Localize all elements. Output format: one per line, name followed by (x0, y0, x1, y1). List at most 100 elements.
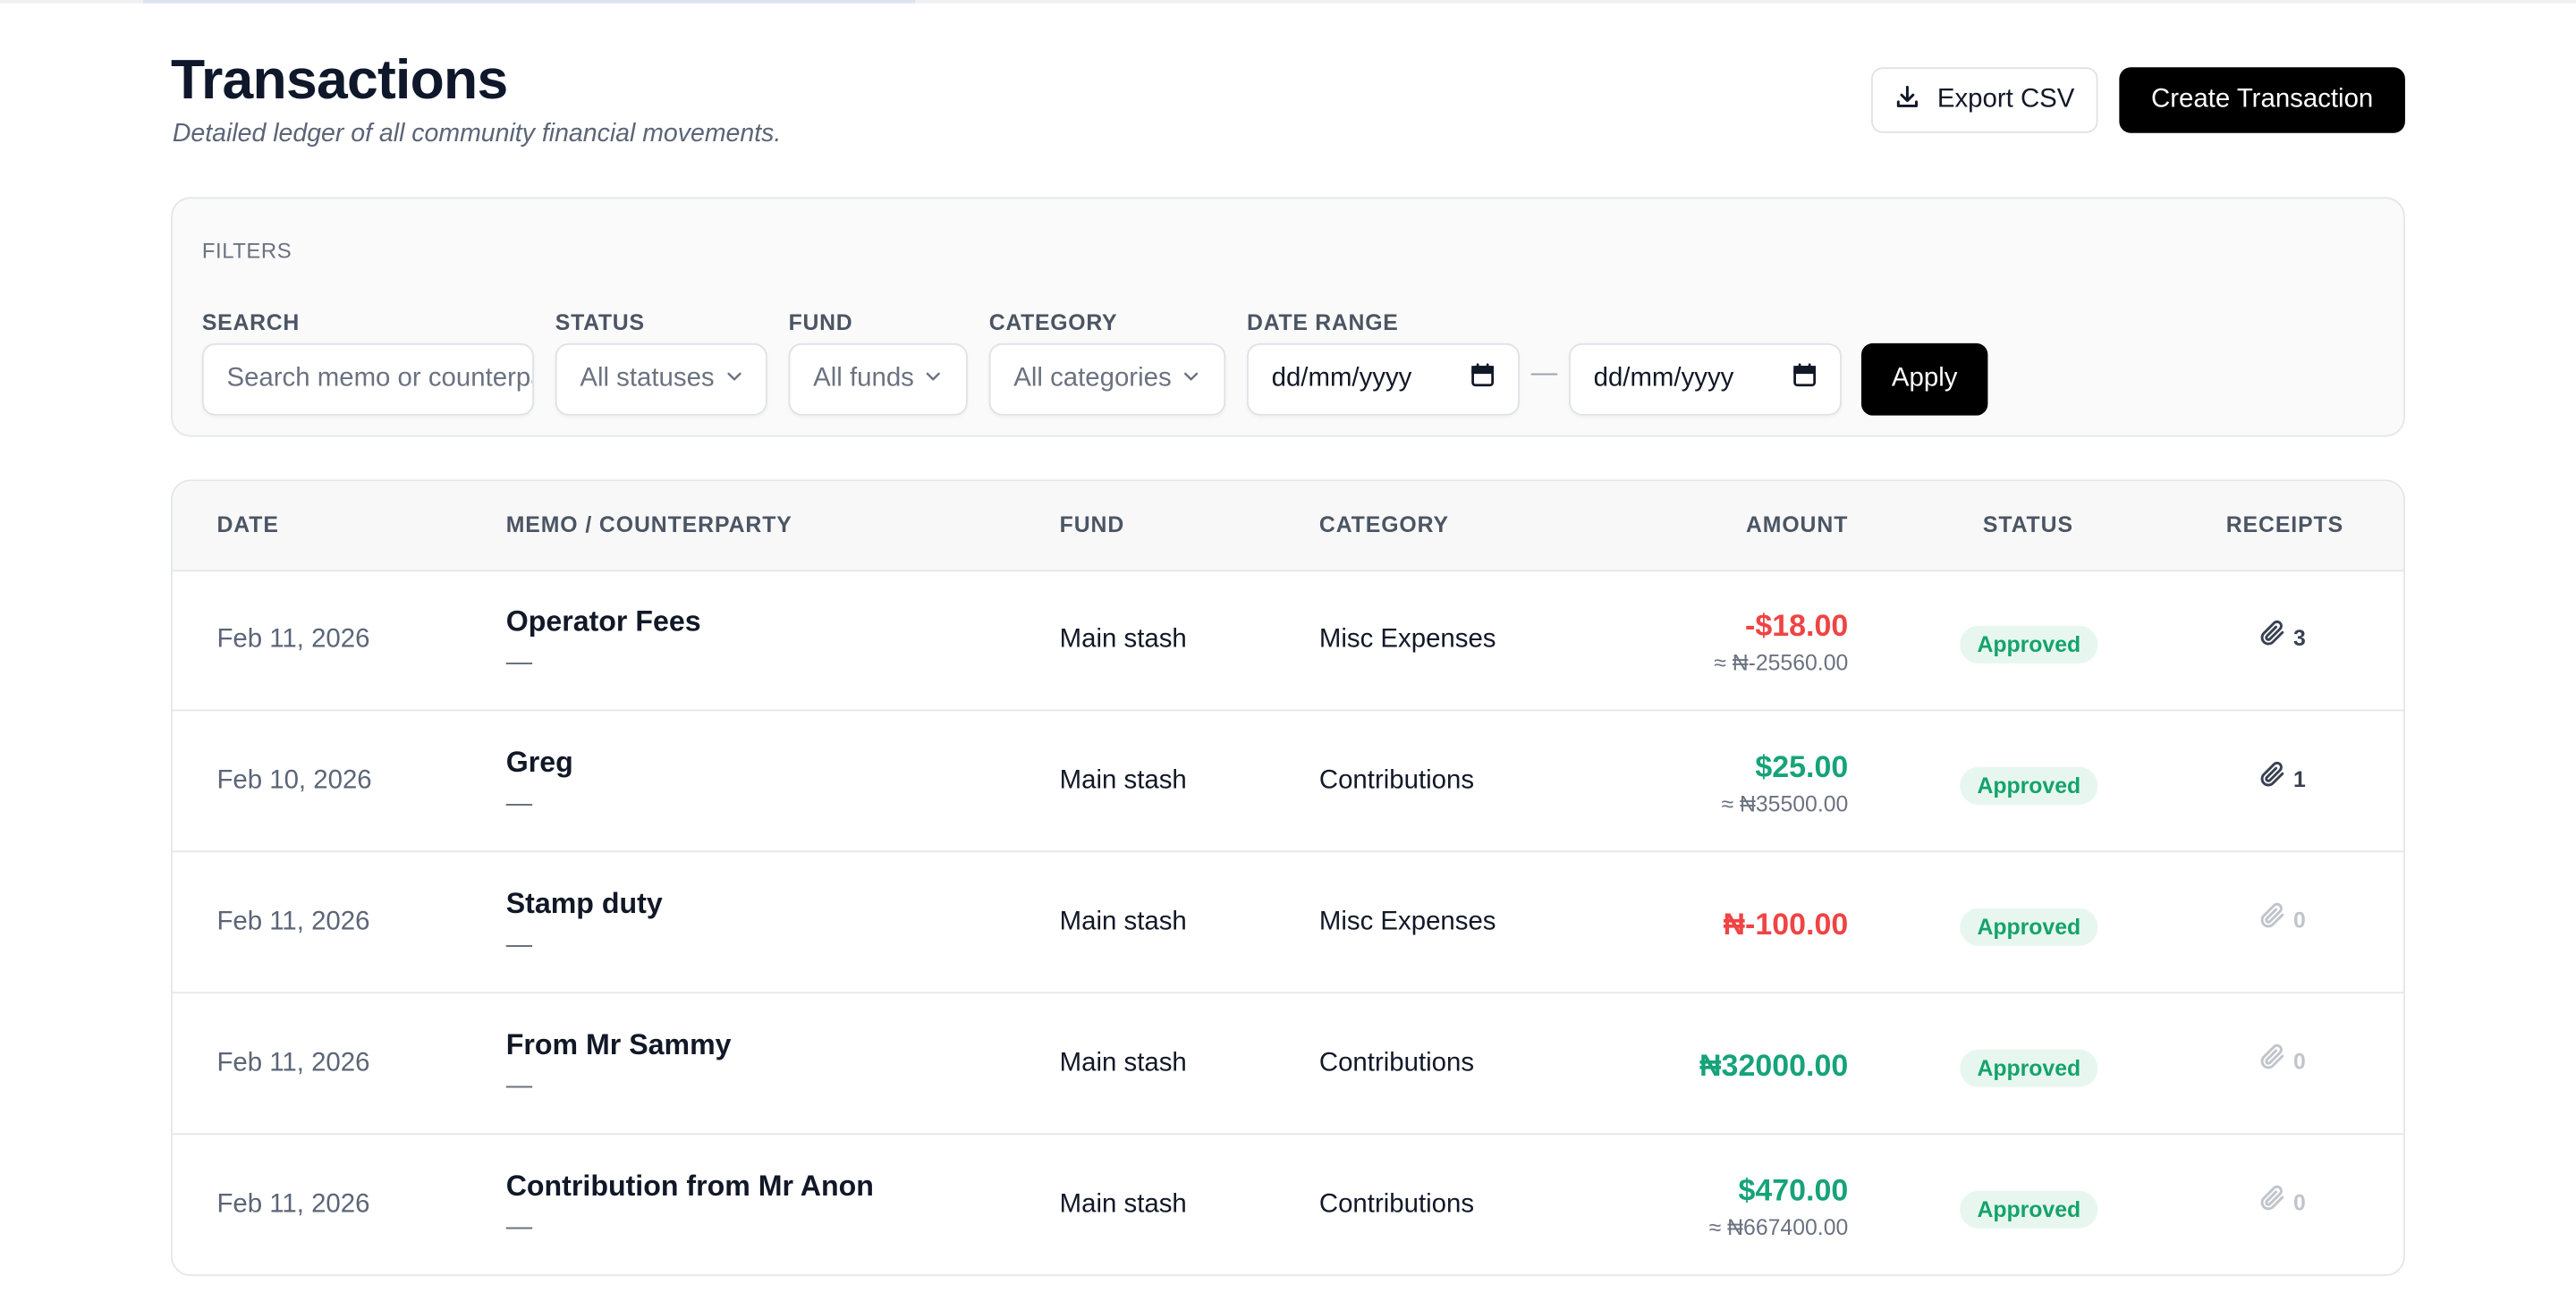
row-counterparty: — (505, 931, 533, 959)
date-to-value: dd/mm/yyyy (1593, 364, 1734, 393)
row-date: Feb 11, 2026 (216, 625, 370, 655)
table-row[interactable]: Feb 11, 2026 From Mr Sammy — Main stash … (172, 993, 2404, 1136)
paperclip-icon (2258, 1184, 2286, 1220)
row-converted-amount: ≈ ₦35500.00 (1721, 791, 1849, 816)
chevron-down-icon (724, 365, 744, 394)
table-row[interactable]: Feb 11, 2026 Contribution from Mr Anon —… (173, 1135, 2403, 1274)
row-amount: ₦32000.00 (1699, 1047, 1849, 1083)
search-field (201, 342, 534, 416)
apply-filters-button[interactable]: Apply (1860, 342, 1988, 416)
column-header-category: CATEGORY (1318, 512, 1449, 537)
category-label: CATEGORY (988, 310, 1118, 335)
fund-select[interactable]: All funds (788, 342, 968, 416)
create-transaction-button[interactable]: Create Transaction (2119, 67, 2405, 133)
row-amount: $25.00 (1755, 748, 1849, 784)
row-counterparty: — (505, 1072, 533, 1101)
receipts-count: 0 (2293, 1048, 2306, 1074)
receipts-link[interactable]: 0 (2258, 1043, 2306, 1078)
row-fund: Main stash (1059, 625, 1187, 655)
row-amount: -$18.00 (1745, 607, 1849, 643)
category-select[interactable]: All categories (988, 342, 1226, 416)
row-counterparty: — (505, 790, 533, 818)
table-row[interactable]: Feb 10, 2026 Greg — Main stash Contribut… (172, 711, 2404, 853)
receipts-count: 3 (2293, 624, 2306, 650)
receipts-count: 1 (2293, 765, 2306, 791)
calendar-icon[interactable] (1792, 363, 1818, 396)
row-amount: ₦-100.00 (1723, 906, 1849, 942)
status-badge: Approved (1960, 766, 2098, 805)
column-header-memo: MEMO / COUNTERPARTY (505, 512, 792, 537)
transactions-table: DATE MEMO / COUNTERPARTY FUND CATEGORY A… (171, 479, 2405, 1277)
date-range-label: DATE RANGE (1247, 310, 1399, 335)
row-date: Feb 10, 2026 (216, 766, 372, 795)
column-header-status: STATUS (1982, 512, 2073, 537)
paperclip-icon (2258, 760, 2286, 796)
search-input[interactable] (226, 364, 533, 394)
column-header-date: DATE (216, 512, 279, 537)
progress-indicator (142, 0, 916, 4)
top-progress-line (0, 0, 2576, 4)
row-category: Contributions (1318, 766, 1475, 795)
paperclip-icon (2258, 901, 2286, 937)
paperclip-icon (2258, 619, 2286, 655)
search-label: SEARCH (201, 310, 301, 335)
row-fund: Main stash (1059, 908, 1187, 936)
paperclip-icon (2258, 1043, 2286, 1078)
column-header-receipts: RECEIPTS (2225, 512, 2344, 537)
category-select-value: All categories (1013, 364, 1172, 393)
date-range-separator: — (1530, 359, 1558, 388)
status-select[interactable]: All statuses (555, 342, 767, 416)
row-counterparty: — (505, 1213, 533, 1242)
receipts-link[interactable]: 0 (2258, 1184, 2306, 1220)
column-header-fund: FUND (1059, 512, 1125, 537)
page-title: Transactions (171, 49, 508, 112)
row-memo: Greg (505, 745, 573, 779)
row-counterparty: — (505, 648, 533, 677)
row-memo: Stamp duty (505, 886, 663, 920)
row-memo: Contribution from Mr Anon (505, 1169, 874, 1203)
export-csv-button[interactable]: Export CSV (1871, 67, 2098, 133)
row-memo: From Mr Sammy (505, 1027, 732, 1061)
status-select-value: All statuses (580, 364, 715, 393)
row-date: Feb 11, 2026 (216, 1049, 370, 1077)
row-fund: Main stash (1059, 1190, 1187, 1219)
row-category: Contributions (1318, 1049, 1475, 1077)
date-from-value: dd/mm/yyyy (1271, 364, 1412, 393)
table-row[interactable]: Feb 11, 2026 Operator Fees — Main stash … (172, 570, 2404, 712)
filters-panel: FILTERS SEARCH STATUS All statuses FUND … (171, 197, 2405, 437)
chevron-down-icon (1182, 365, 1201, 394)
column-header-amount: AMOUNT (1745, 512, 1849, 537)
chevron-down-icon (924, 365, 944, 394)
download-icon (1894, 83, 1920, 118)
receipts-link[interactable]: 1 (2258, 760, 2306, 796)
row-amount: $470.00 (1738, 1172, 1849, 1207)
page-subtitle: Detailed ledger of all community financi… (172, 120, 782, 148)
receipts-link[interactable]: 3 (2258, 619, 2306, 655)
table-row[interactable]: Feb 11, 2026 Stamp duty — Main stash Mis… (172, 852, 2404, 994)
status-badge: Approved (1960, 1190, 2098, 1229)
row-date: Feb 11, 2026 (216, 908, 370, 936)
row-fund: Main stash (1059, 1049, 1187, 1077)
row-category: Misc Expenses (1318, 625, 1496, 655)
status-badge: Approved (1960, 908, 2098, 946)
receipts-link[interactable]: 0 (2258, 901, 2306, 937)
row-converted-amount: ≈ ₦-25560.00 (1714, 650, 1849, 675)
table-header: DATE MEMO / COUNTERPARTY FUND CATEGORY A… (172, 481, 2404, 572)
fund-select-value: All funds (813, 364, 914, 393)
row-converted-amount: ≈ ₦667400.00 (1708, 1215, 1849, 1240)
status-badge: Approved (1960, 1049, 2098, 1087)
filters-title: FILTERS (201, 238, 292, 263)
row-date: Feb 11, 2026 (216, 1190, 370, 1219)
date-from-input[interactable]: dd/mm/yyyy (1247, 342, 1520, 416)
receipts-count: 0 (2293, 907, 2306, 933)
row-category: Contributions (1318, 1190, 1475, 1219)
row-category: Misc Expenses (1318, 908, 1496, 936)
receipts-count: 0 (2293, 1189, 2306, 1215)
fund-label: FUND (788, 310, 853, 335)
export-csv-label: Export CSV (1936, 85, 2075, 114)
row-fund: Main stash (1059, 766, 1187, 795)
row-memo: Operator Fees (505, 604, 701, 638)
calendar-icon[interactable] (1470, 363, 1496, 396)
status-label: STATUS (555, 310, 645, 335)
date-to-input[interactable]: dd/mm/yyyy (1569, 342, 1842, 416)
